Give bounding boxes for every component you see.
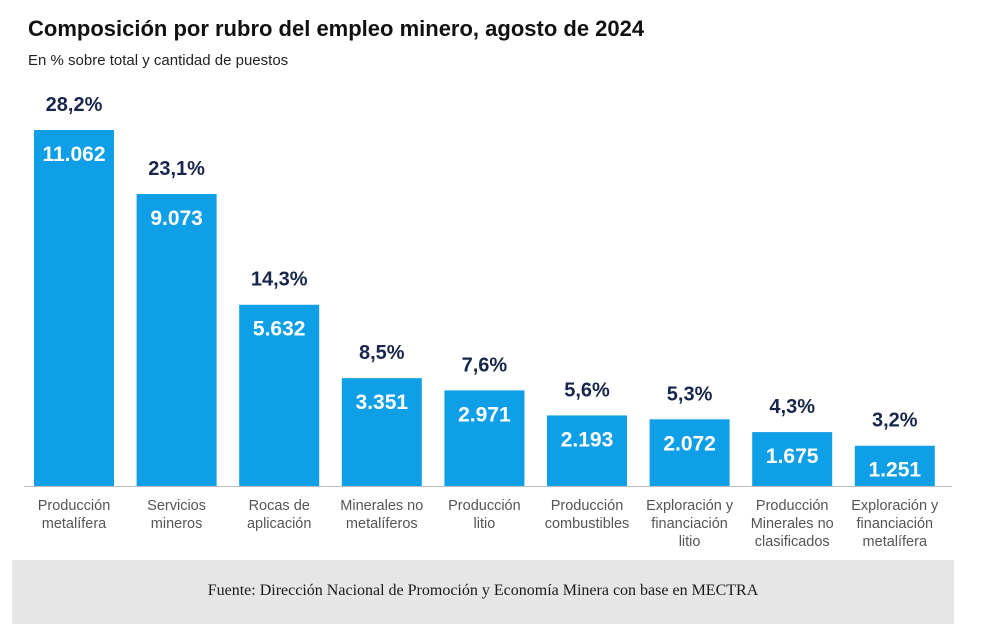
bar-value-label: 3.351 bbox=[356, 391, 409, 414]
bar bbox=[752, 432, 833, 486]
category-label: litio bbox=[679, 534, 701, 550]
category-label: Producción bbox=[448, 498, 521, 514]
category-label: Producción bbox=[756, 498, 829, 514]
bar bbox=[547, 415, 627, 486]
category-label: metalífera bbox=[42, 516, 107, 532]
bar-percent-label: 8,5% bbox=[359, 342, 405, 364]
bar bbox=[136, 194, 217, 486]
bar-percent-label: 5,6% bbox=[564, 379, 610, 401]
category-label: financiación bbox=[857, 516, 934, 532]
category-label: aplicación bbox=[247, 516, 312, 532]
category-label: Minerales no bbox=[340, 498, 423, 514]
bar-percent-label: 28,2% bbox=[46, 94, 103, 116]
category-label: metalíferos bbox=[346, 516, 418, 532]
category-label: combustibles bbox=[545, 516, 630, 532]
bar bbox=[341, 378, 422, 486]
bar-value-label: 2.072 bbox=[663, 432, 716, 455]
category-label: Exploración y bbox=[646, 498, 734, 514]
category-label: financiación bbox=[651, 516, 728, 532]
category-label: Exploración y bbox=[851, 498, 939, 514]
source-text: Fuente: Dirección Nacional de Promoción … bbox=[207, 582, 759, 599]
bar-value-label: 1.675 bbox=[766, 445, 819, 468]
source-footer: Fuente: Dirección Nacional de Promoción … bbox=[12, 560, 954, 624]
category-label: litio bbox=[474, 516, 496, 532]
chart-title: Composición por rubro del empleo minero,… bbox=[28, 16, 645, 41]
bar-value-label: 2.193 bbox=[561, 428, 614, 451]
category-label: clasificados bbox=[755, 534, 830, 550]
bar-percent-label: 23,1% bbox=[148, 158, 205, 180]
bar-percent-label: 5,3% bbox=[667, 383, 713, 405]
bar-value-label: 11.062 bbox=[42, 143, 105, 166]
chart-subtitle: En % sobre total y cantidad de puestos bbox=[28, 52, 289, 69]
bar-value-label: 1.251 bbox=[869, 459, 922, 482]
category-label: Minerales no bbox=[751, 516, 834, 532]
bar-percent-label: 7,6% bbox=[462, 354, 508, 376]
bar-percent-label: 14,3% bbox=[251, 269, 308, 291]
category-label: Servicios bbox=[147, 498, 206, 514]
bar-value-label: 5.632 bbox=[253, 318, 306, 341]
bar-value-label: 9.073 bbox=[150, 207, 203, 230]
category-label: Rocas de bbox=[249, 498, 310, 514]
category-label: mineros bbox=[151, 516, 203, 532]
bar bbox=[444, 390, 525, 486]
bar bbox=[239, 304, 320, 486]
bar-percent-label: 3,2% bbox=[872, 410, 918, 432]
category-label: metalífera bbox=[863, 534, 928, 550]
bar bbox=[649, 419, 730, 486]
bar bbox=[34, 130, 114, 486]
bar-percent-label: 4,3% bbox=[769, 396, 815, 418]
category-label: Producción bbox=[38, 498, 111, 514]
bar bbox=[854, 445, 935, 486]
category-label: Producción bbox=[551, 498, 624, 514]
bar-value-label: 2.971 bbox=[458, 403, 511, 426]
